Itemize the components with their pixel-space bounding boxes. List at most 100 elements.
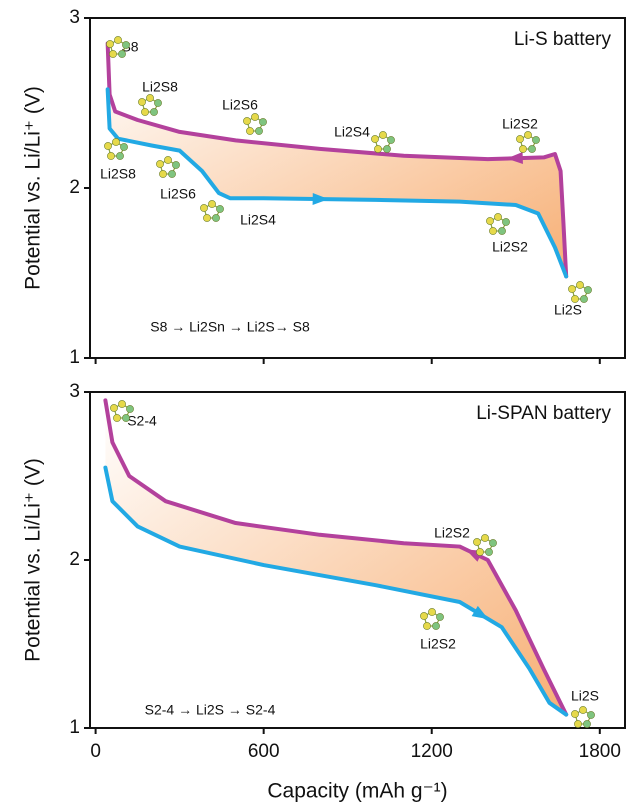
molecule-atom bbox=[498, 227, 506, 235]
molecule-icon bbox=[156, 156, 180, 178]
hysteresis-fill bbox=[105, 400, 567, 715]
direction-arrow bbox=[312, 192, 329, 205]
molecule-atom bbox=[114, 36, 122, 44]
molecule-atom bbox=[420, 612, 428, 620]
molecule-atom bbox=[146, 94, 154, 102]
molecule-atom bbox=[168, 170, 176, 178]
annotation: Li2S4 bbox=[334, 124, 370, 140]
x-tick-label: 1800 bbox=[579, 741, 621, 762]
molecule-icon bbox=[138, 94, 162, 116]
y-axis-label: Potential vs. Li/Li⁺ (V) bbox=[22, 86, 45, 290]
molecule-atom bbox=[164, 156, 172, 164]
annotation: Li2S2 bbox=[492, 239, 528, 255]
molecule-atom bbox=[519, 145, 527, 153]
molecule-atom bbox=[374, 145, 382, 153]
series-line bbox=[103, 398, 569, 717]
molecule-atom bbox=[122, 414, 130, 422]
molecule-icon bbox=[371, 131, 395, 153]
molecule-atom bbox=[524, 131, 532, 139]
molecule-atom bbox=[423, 622, 431, 630]
molecule-atom bbox=[208, 200, 216, 208]
molecule-atom bbox=[571, 295, 579, 303]
molecule-atom bbox=[113, 414, 121, 422]
molecule-atom bbox=[486, 217, 494, 225]
molecule-icon bbox=[473, 534, 497, 556]
molecule-icon bbox=[104, 138, 128, 160]
x-tick-label: 0 bbox=[90, 741, 101, 762]
molecule-atom bbox=[371, 135, 379, 143]
molecule-atom bbox=[110, 404, 118, 412]
molecule-atom bbox=[587, 711, 595, 719]
molecule-atom bbox=[116, 152, 124, 160]
molecule-atom bbox=[516, 135, 524, 143]
molecule-icon bbox=[106, 36, 130, 58]
x-axis-label: Capacity (mAh g⁻¹) bbox=[267, 780, 447, 803]
molecule-atom bbox=[122, 41, 130, 49]
molecule-icon bbox=[200, 200, 224, 222]
molecule-atom bbox=[379, 131, 387, 139]
annotation: Li2S8 bbox=[100, 166, 136, 182]
molecule-atom bbox=[481, 534, 489, 542]
molecule-atom bbox=[579, 706, 587, 714]
molecule-atom bbox=[203, 214, 211, 222]
molecule-atom bbox=[212, 214, 220, 222]
molecule-atom bbox=[489, 227, 497, 235]
molecule-atom bbox=[154, 99, 162, 107]
annotation: Li2S2 bbox=[502, 116, 538, 132]
direction-arrow bbox=[471, 605, 489, 620]
hysteresis-fill bbox=[107, 43, 567, 277]
molecule-atom bbox=[141, 108, 149, 116]
molecule-atom bbox=[251, 113, 259, 121]
y-tick-label: 1 bbox=[69, 347, 80, 368]
annotation: Li2S8 bbox=[142, 79, 178, 95]
molecule-atom bbox=[494, 213, 502, 221]
annotation: Li2S2 bbox=[420, 636, 456, 652]
molecule-icon bbox=[243, 113, 267, 135]
y-tick-label: 1 bbox=[69, 717, 80, 738]
molecule-icon bbox=[516, 131, 540, 153]
annotation: S8 → Li2Sn → Li2S→ S8 bbox=[150, 319, 310, 335]
molecule-atom bbox=[120, 143, 128, 151]
x-tick-label: 1200 bbox=[411, 741, 453, 762]
molecule-atom bbox=[106, 40, 114, 48]
panel-title: Li-SPAN battery bbox=[476, 403, 611, 424]
molecule-atom bbox=[502, 218, 510, 226]
molecule-atom bbox=[574, 720, 582, 728]
molecule-atom bbox=[528, 145, 536, 153]
y-axis-label: Potential vs. Li/Li⁺ (V) bbox=[22, 458, 45, 662]
molecule-atom bbox=[476, 548, 484, 556]
annotation: Li2S bbox=[571, 688, 599, 704]
y-tick-label: 2 bbox=[69, 549, 80, 570]
annotation: Li2S6 bbox=[222, 97, 258, 113]
molecule-atom bbox=[112, 138, 120, 146]
molecule-atom bbox=[172, 161, 180, 169]
panel-title: Li-S battery bbox=[514, 29, 612, 50]
molecule-atom bbox=[156, 160, 164, 168]
molecule-atom bbox=[584, 286, 592, 294]
molecule-atom bbox=[568, 285, 576, 293]
molecule-atom bbox=[216, 205, 224, 213]
molecule-atom bbox=[118, 50, 126, 58]
molecule-atom bbox=[436, 613, 444, 621]
molecule-atom bbox=[489, 539, 497, 547]
molecule-atom bbox=[583, 720, 591, 728]
molecule-atom bbox=[428, 608, 436, 616]
annotation: S2-4 → Li2S → S2-4 bbox=[145, 702, 276, 718]
y-tick-label: 2 bbox=[69, 177, 80, 198]
annotation: Li2S6 bbox=[160, 186, 196, 202]
molecule-atom bbox=[473, 538, 481, 546]
molecule-atom bbox=[126, 405, 134, 413]
molecule-icon bbox=[420, 608, 444, 630]
direction-arrow bbox=[506, 152, 523, 165]
molecule-atom bbox=[138, 98, 146, 106]
molecule-atom bbox=[485, 548, 493, 556]
molecule-atom bbox=[243, 117, 251, 125]
molecule-atom bbox=[387, 136, 395, 144]
y-tick-label: 3 bbox=[69, 7, 80, 28]
molecule-atom bbox=[104, 142, 112, 150]
molecule-icon bbox=[110, 400, 134, 422]
molecule-atom bbox=[383, 145, 391, 153]
molecule-icon bbox=[486, 213, 510, 235]
molecule-atom bbox=[576, 281, 584, 289]
